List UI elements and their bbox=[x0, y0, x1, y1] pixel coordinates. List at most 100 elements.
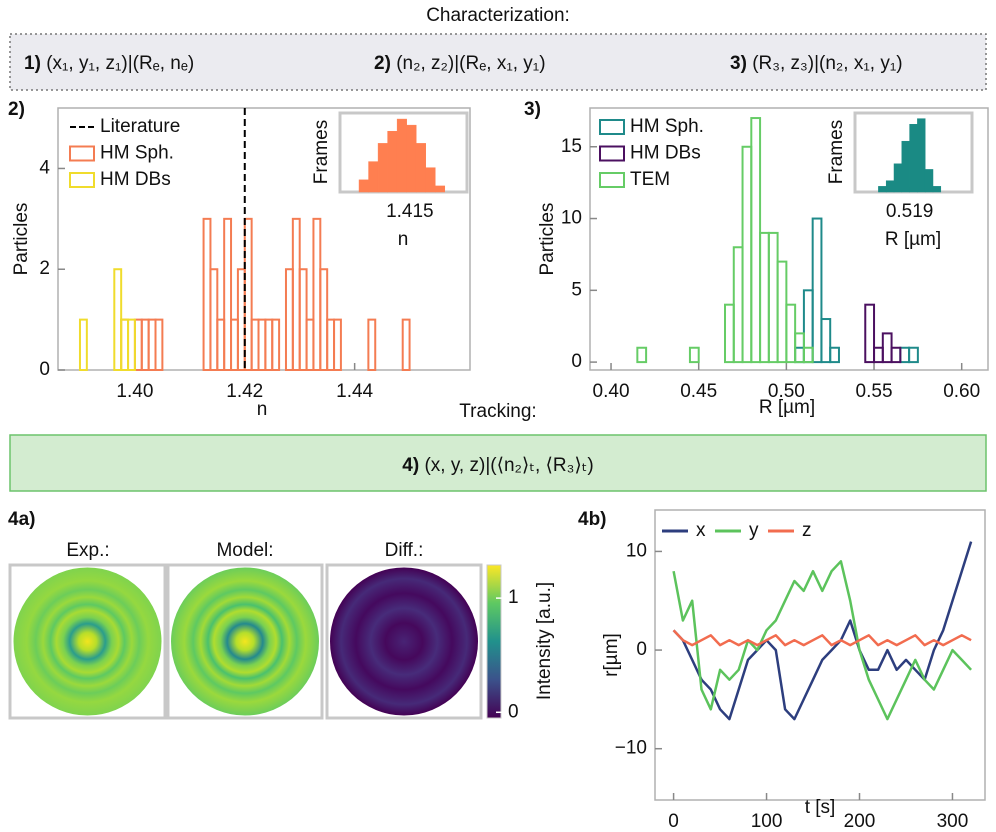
y-tick-label: −10 bbox=[615, 738, 647, 759]
histogram-bar bbox=[243, 217, 253, 371]
x-tick-label: 0.40 bbox=[593, 381, 630, 402]
colorbar-tick-label: 0 bbox=[508, 701, 519, 722]
histogram-bar bbox=[271, 318, 281, 372]
x-tick-label: 0.45 bbox=[680, 381, 717, 402]
y-tick-label: 2 bbox=[39, 258, 50, 279]
histogram-bar bbox=[223, 217, 233, 371]
tracking-item: 4) (x, y, z)|(⟨n₂⟩ₜ, ⟨R₃⟩ₜ) bbox=[402, 455, 593, 476]
y-axis-label: Particles bbox=[11, 203, 32, 276]
panel-label: 4b) bbox=[578, 509, 607, 530]
x-tick-label: 1.415 bbox=[386, 201, 434, 222]
histogram-bar bbox=[127, 318, 136, 372]
histogram-bar bbox=[636, 346, 648, 364]
legend-label: z bbox=[802, 520, 812, 541]
histogram-bar bbox=[377, 143, 388, 193]
y-axis-label: r[µm] bbox=[601, 633, 622, 677]
histogram-bar bbox=[893, 163, 903, 193]
item-number: 2) bbox=[374, 53, 391, 74]
histogram-bar bbox=[901, 140, 910, 193]
image-title: Exp.: bbox=[66, 540, 109, 561]
image-title: Diff.: bbox=[385, 540, 424, 561]
x-tick-label: 100 bbox=[751, 811, 783, 827]
characterization-item: 1) (x₁, y₁, z₁)|(Rₑ, nₑ) bbox=[24, 53, 194, 74]
characterization-item: 2) (n₂, z₂)|(Rₑ, x₁, y₁) bbox=[374, 53, 546, 74]
item-text: (n₂, z₂)|(Rₑ, x₁, y₁) bbox=[396, 53, 545, 74]
histogram-bar bbox=[829, 346, 840, 364]
legend-swatch bbox=[599, 172, 625, 188]
legend-swatch bbox=[599, 119, 625, 135]
y-tick-label: 0 bbox=[571, 351, 582, 372]
histogram-bar bbox=[387, 130, 398, 193]
line-series bbox=[672, 629, 972, 647]
histogram-bar bbox=[890, 346, 902, 364]
characterization-box bbox=[9, 33, 987, 91]
histogram-bar bbox=[368, 161, 379, 193]
histogram-bar bbox=[909, 124, 918, 193]
legend-label: TEM bbox=[630, 169, 670, 190]
legend-swatch bbox=[69, 172, 95, 188]
y-tick-label: 10 bbox=[626, 540, 647, 561]
image-diff bbox=[330, 567, 478, 716]
colorbar-tick-label: 1 bbox=[508, 587, 519, 608]
y-tick-label: 5 bbox=[571, 279, 582, 300]
legend-label: x bbox=[696, 520, 706, 541]
x-axis-label: n bbox=[257, 399, 268, 420]
x-tick-label: 1.42 bbox=[226, 381, 263, 402]
section-title: Characterization: bbox=[426, 5, 570, 26]
y-axis-label: Frames bbox=[311, 120, 332, 184]
histogram-bar bbox=[358, 179, 369, 193]
legend-label: HM Sph. bbox=[100, 143, 174, 164]
tracking-box bbox=[9, 434, 987, 492]
x-axis-label: t [s] bbox=[805, 797, 836, 818]
histogram-bar bbox=[811, 217, 823, 364]
y-tick-label: 0 bbox=[636, 639, 647, 660]
x-tick-label: 1.40 bbox=[116, 381, 153, 402]
histogram-bar bbox=[820, 318, 832, 364]
legend-label: HM DBs bbox=[630, 143, 701, 164]
x-tick-label: 0.50 bbox=[768, 381, 805, 402]
legend-label: y bbox=[749, 520, 759, 541]
histogram-bar bbox=[908, 346, 919, 364]
histogram-bar bbox=[802, 346, 814, 364]
characterization-item: 3) (R₃, z₃)|(n₂, x₁, y₁) bbox=[730, 53, 903, 74]
line-series bbox=[672, 560, 973, 721]
x-tick-label: 200 bbox=[844, 811, 876, 827]
image-exp bbox=[13, 567, 162, 716]
legend-label: HM DBs bbox=[100, 169, 171, 190]
item-number: 1) bbox=[24, 53, 41, 74]
panel-label: 4a) bbox=[8, 509, 35, 530]
colorbar bbox=[486, 564, 502, 719]
legend-swatch bbox=[599, 145, 625, 162]
y-tick-label: 10 bbox=[561, 208, 582, 229]
histogram-bar bbox=[435, 185, 446, 193]
histogram-bar bbox=[406, 124, 417, 193]
x-axis-label: R [µm] bbox=[885, 229, 941, 250]
item-number: 3) bbox=[730, 53, 747, 74]
legend-label: Literature bbox=[100, 116, 180, 137]
histogram-bar bbox=[885, 180, 895, 193]
x-axis-label: R [µm] bbox=[759, 397, 815, 418]
histogram-bar bbox=[878, 186, 887, 193]
panel-label: 3) bbox=[524, 99, 541, 120]
x-tick-label: 300 bbox=[937, 811, 969, 827]
x-tick-label: 0.55 bbox=[856, 381, 893, 402]
histogram-bar bbox=[917, 118, 926, 193]
histogram-bar bbox=[425, 167, 436, 193]
image-model bbox=[171, 567, 319, 716]
histogram-bar bbox=[396, 118, 407, 193]
y-axis-label: Particles bbox=[537, 203, 558, 276]
x-axis-label: n bbox=[398, 229, 409, 250]
section-title: Tracking: bbox=[459, 401, 536, 422]
axes-frame bbox=[654, 509, 986, 801]
histogram-bar bbox=[78, 318, 88, 372]
y-tick-label: 15 bbox=[561, 136, 582, 157]
colorbar-label: Intensity [a.u.] bbox=[534, 582, 555, 700]
item-text: (x, y, z)|(⟨n₂⟩ₜ, ⟨R₃⟩ₜ) bbox=[424, 455, 593, 476]
histogram-bar bbox=[864, 303, 876, 364]
legend-label: HM Sph. bbox=[630, 116, 704, 137]
item-text: (x₁, y₁, z₁)|(Rₑ, nₑ) bbox=[46, 53, 194, 74]
histogram-bar bbox=[415, 143, 426, 193]
image-title: Model: bbox=[216, 540, 273, 561]
